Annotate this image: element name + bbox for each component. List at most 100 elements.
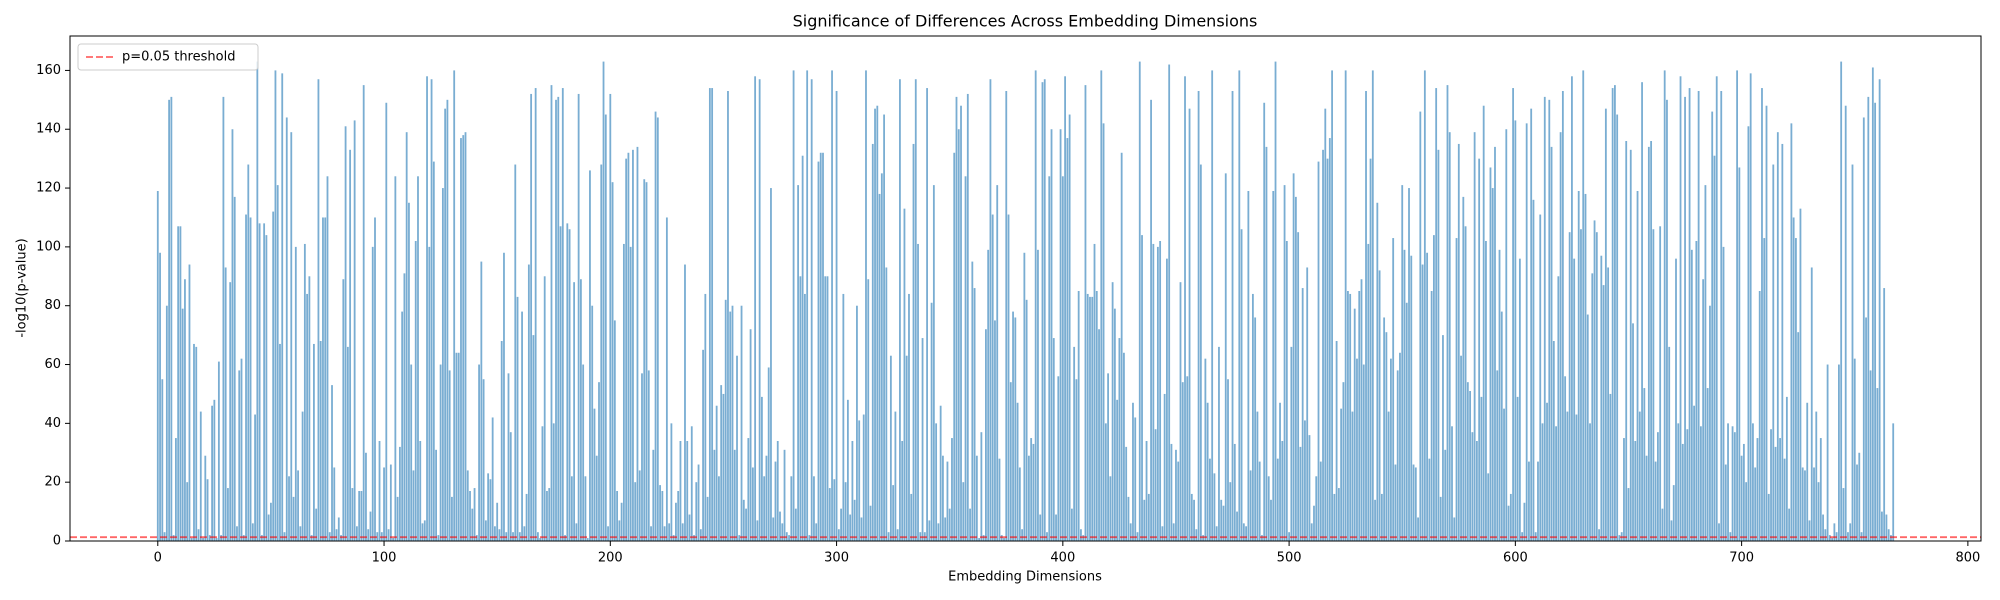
bar — [729, 311, 732, 541]
bar — [1222, 505, 1225, 541]
bar — [1236, 511, 1238, 541]
bar — [894, 411, 897, 541]
bar — [1482, 105, 1485, 542]
bar — [846, 399, 849, 541]
bar — [783, 449, 786, 541]
bar — [1279, 402, 1281, 541]
legend-label: p=0.05 threshold — [122, 50, 235, 65]
bar — [600, 164, 603, 541]
bar — [1435, 88, 1438, 541]
bar — [1267, 476, 1270, 541]
bar — [1116, 399, 1119, 541]
x-tick-label: 0 — [154, 551, 162, 566]
bar — [1525, 123, 1528, 542]
bar — [1575, 414, 1578, 541]
bar — [1602, 285, 1605, 541]
bar — [1242, 523, 1245, 541]
bar — [1324, 108, 1327, 541]
bar — [1419, 111, 1422, 542]
bar — [1865, 317, 1867, 541]
bar — [1098, 329, 1100, 541]
bar — [715, 405, 718, 541]
bar — [1779, 438, 1781, 541]
bar — [1073, 346, 1076, 541]
bar — [840, 508, 843, 541]
bar — [292, 496, 295, 541]
bar — [1143, 499, 1146, 541]
bar — [1012, 311, 1014, 541]
bar — [1503, 408, 1505, 541]
bar — [1496, 370, 1499, 541]
bar — [736, 355, 738, 541]
bar — [745, 508, 747, 541]
bar — [389, 464, 392, 541]
bar — [548, 488, 551, 541]
bar — [328, 532, 331, 541]
bar — [281, 73, 284, 542]
bar — [503, 252, 505, 541]
bar — [774, 461, 777, 541]
bar — [1095, 291, 1098, 541]
bar — [914, 79, 917, 541]
bar — [1541, 423, 1544, 541]
bar — [1754, 467, 1757, 541]
bar — [170, 96, 173, 541]
bar — [1213, 473, 1216, 541]
bar — [258, 223, 261, 541]
bar — [453, 70, 456, 541]
bar — [1892, 423, 1895, 541]
bar — [410, 364, 413, 541]
bar — [797, 185, 800, 541]
bar — [1064, 76, 1067, 541]
bar — [374, 217, 376, 541]
bar — [1573, 258, 1576, 541]
bar — [1371, 70, 1374, 541]
bar — [378, 441, 381, 541]
bar — [1688, 88, 1691, 541]
bar — [1505, 129, 1508, 541]
bar — [1059, 129, 1062, 541]
bar — [1245, 526, 1248, 541]
bar — [1294, 196, 1297, 541]
bar — [1383, 317, 1386, 541]
bar — [1632, 323, 1634, 541]
bar — [1075, 379, 1078, 541]
bar — [1699, 426, 1702, 541]
bar — [824, 276, 827, 541]
bar — [690, 426, 693, 541]
bar — [337, 517, 340, 541]
bar — [1306, 267, 1309, 541]
bar — [1129, 523, 1132, 541]
bar — [1715, 76, 1718, 541]
bar — [591, 305, 594, 541]
bar — [1507, 505, 1510, 541]
bar — [625, 158, 628, 541]
bar — [874, 108, 876, 541]
bar — [1159, 241, 1162, 541]
bar — [1822, 514, 1824, 541]
bar — [1227, 379, 1229, 541]
bar — [602, 61, 605, 542]
bar — [1455, 238, 1458, 541]
bar — [607, 526, 609, 541]
bar — [1453, 517, 1456, 541]
bar — [1342, 382, 1345, 541]
bar — [1652, 229, 1655, 541]
bar — [706, 496, 709, 541]
bar — [1745, 482, 1748, 541]
bar — [708, 88, 711, 541]
bar — [996, 185, 999, 541]
bar — [1543, 96, 1546, 541]
bar — [1844, 105, 1847, 542]
bar — [1417, 517, 1419, 541]
x-tick-label: 300 — [824, 551, 849, 566]
bar — [960, 105, 962, 542]
bar — [817, 161, 820, 541]
bar — [1254, 317, 1257, 541]
bar — [1537, 461, 1539, 541]
bar — [405, 132, 408, 542]
bar — [317, 79, 320, 541]
bar — [1550, 146, 1553, 541]
bar — [955, 96, 958, 541]
